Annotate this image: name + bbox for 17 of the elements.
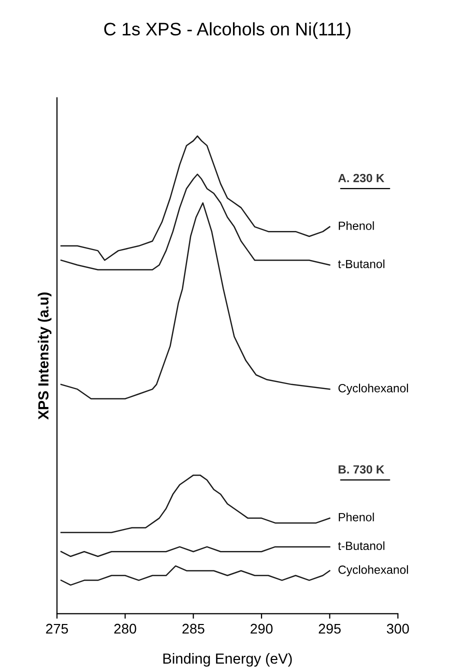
x-tick-label: 280 (114, 624, 136, 634)
annotation: A. 230 K (338, 174, 384, 182)
series-label: t-Butanol (338, 260, 384, 268)
x-tick-label: 290 (250, 624, 273, 634)
series-label: t-Butanol (338, 541, 384, 550)
chart-title: C 1s XPS - Alcohols on Ni(111) (104, 22, 350, 40)
y-axis-title: XPS Intensity (a.u) (38, 292, 52, 420)
series-label: Cyclohexanol (338, 565, 408, 576)
x-tick-label: 295 (318, 624, 341, 634)
x-tick-label: 275 (46, 624, 68, 634)
x-axis-title: Binding Energy (eV) (163, 653, 292, 667)
series-label: Phenol (338, 221, 374, 230)
annotation: B. 730 K (338, 465, 384, 474)
series-label: Phenol (338, 512, 374, 522)
x-tick-label: 300 (386, 624, 409, 634)
x-tick-label: 285 (182, 624, 204, 634)
series-label: Cyclohexanol (338, 384, 408, 395)
